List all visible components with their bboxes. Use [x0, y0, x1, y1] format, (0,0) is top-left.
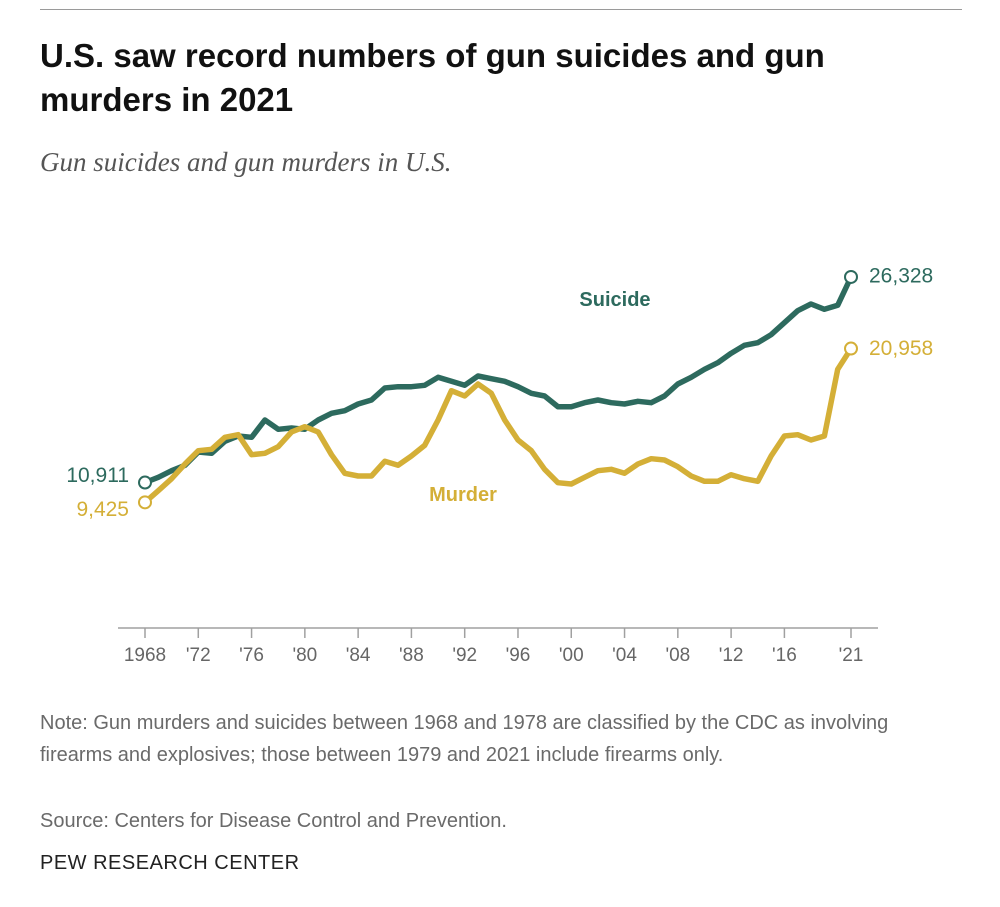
x-tick-label: '08 — [665, 645, 690, 666]
top-rule — [40, 9, 962, 10]
suicide-start-value: 10,911 — [66, 464, 129, 487]
x-axis: 1968 '72 '76 '80 '84 '88 '92 '96 '00 '04 '08 '12 '16… — [118, 627, 878, 666]
x-tick-label: '21 — [839, 645, 864, 666]
murder-end-marker — [844, 341, 858, 356]
suicide-end-marker — [844, 269, 858, 284]
murder-start-marker — [138, 495, 152, 510]
publisher-name: PEW RESEARCH CENTER — [40, 852, 300, 874]
x-tick-label: '12 — [719, 645, 744, 666]
suicide-start-marker — [138, 475, 152, 490]
x-tick-label: '76 — [239, 645, 264, 666]
x-tick-label: '92 — [452, 645, 477, 666]
chart-labels: 10,911 26,328 Suicide 9,425 20,958 Murder — [66, 265, 933, 521]
suicide-line — [142, 274, 854, 486]
murder-line — [142, 345, 854, 506]
chart-title: U.S. saw record numbers of gun suicides … — [40, 37, 825, 118]
chart-note: Note: Gun murders and suicides between 1… — [40, 712, 889, 766]
suicide-series-label: Suicide — [579, 289, 650, 311]
x-tick-label: '84 — [346, 645, 371, 666]
line-chart: 1968 '72 '76 '80 '84 '88 '92 '96 '00 '04 '08 '12 '16… — [66, 265, 933, 666]
series-lines — [138, 269, 858, 510]
x-tick-label: '16 — [772, 645, 797, 666]
chart-subtitle: Gun suicides and gun murders in U.S. — [40, 147, 452, 177]
murder-series-label: Murder — [429, 484, 497, 506]
x-tick-label: '88 — [399, 645, 424, 666]
x-tick-label: '72 — [186, 645, 211, 666]
x-tick-label: '00 — [559, 645, 584, 666]
x-tick-label: '96 — [506, 645, 531, 666]
murder-start-value: 9,425 — [76, 498, 129, 521]
suicide-end-value: 26,328 — [869, 265, 933, 288]
x-tick-label: 1968 — [124, 645, 166, 666]
chart-source: Source: Centers for Disease Control and … — [40, 810, 507, 832]
murder-end-value: 20,958 — [869, 337, 933, 360]
x-tick-label: '80 — [292, 645, 317, 666]
x-tick-label: '04 — [612, 645, 637, 666]
